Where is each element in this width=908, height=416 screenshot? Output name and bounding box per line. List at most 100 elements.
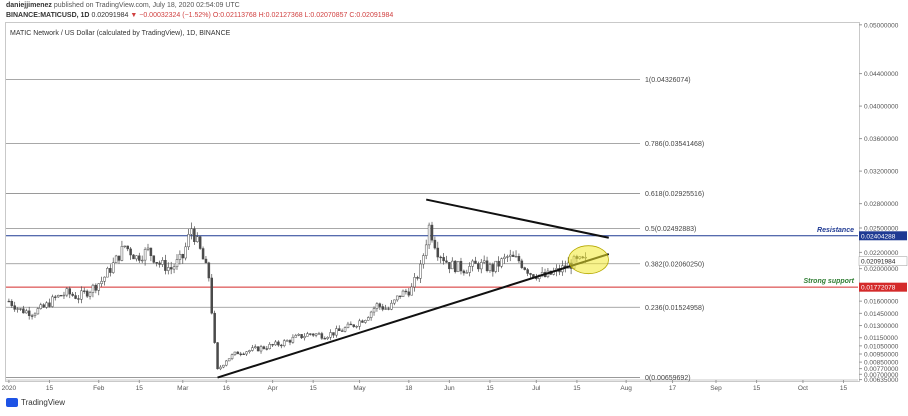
candle-body	[474, 260, 477, 264]
candle-body	[378, 303, 382, 307]
resistance-price-tag	[859, 231, 907, 241]
fib-level-label: 0.5(0.02492883)	[645, 226, 696, 233]
candle-body	[219, 366, 222, 370]
candle-body	[355, 326, 358, 328]
candle-body	[245, 351, 248, 355]
candle-body	[340, 330, 344, 332]
candle-body	[526, 269, 529, 274]
candle-body	[285, 340, 289, 342]
y-tick-label: 0.04400000	[864, 71, 899, 78]
author-name[interactable]: daniejjimenez	[6, 2, 52, 9]
candle-body	[314, 333, 318, 336]
candle-body	[349, 323, 353, 326]
candle-body	[352, 324, 356, 327]
candle-body	[514, 256, 518, 258]
candle-body	[135, 255, 138, 260]
y-tick-label: 0.00635000	[864, 377, 899, 384]
candle-body	[433, 239, 437, 249]
candle-body	[477, 263, 480, 270]
candle-body	[94, 284, 98, 291]
candle-body	[54, 296, 57, 298]
candle-body	[395, 295, 399, 301]
candle-body	[439, 256, 442, 259]
candle-body	[445, 260, 448, 263]
x-tick-label: 15	[573, 385, 581, 392]
candle-body	[51, 296, 54, 307]
candle-body	[494, 260, 498, 272]
candle-body	[442, 257, 445, 262]
x-tick-label: Feb	[93, 385, 105, 392]
candle-body	[393, 299, 396, 304]
candle-body	[161, 260, 164, 265]
candle-body	[80, 290, 83, 300]
trendline-falling	[425, 198, 609, 239]
candle-body	[282, 340, 286, 346]
candle-body	[500, 258, 503, 267]
candle-body	[207, 262, 211, 279]
x-tick-label: 15	[753, 385, 761, 392]
candle-body	[306, 333, 309, 337]
candle-body	[100, 281, 103, 284]
candle-body	[19, 308, 22, 310]
candle-body	[410, 286, 413, 296]
candle-body	[361, 320, 364, 323]
candle-body	[303, 336, 306, 339]
candle-body	[178, 253, 182, 260]
candle-body	[126, 245, 129, 250]
chart-frame	[5, 22, 860, 382]
candle-body	[155, 262, 158, 264]
candle-body	[256, 346, 260, 352]
x-tick-label: Apr	[268, 385, 279, 392]
y-tick-label: 0.04000000	[864, 104, 899, 111]
candle-body	[291, 336, 295, 343]
y-tick-label: 0.05000000	[864, 22, 899, 29]
resistance-label: Resistance	[817, 227, 854, 234]
candle-body	[317, 333, 321, 335]
candle-body	[268, 344, 271, 349]
candle-body	[427, 224, 431, 246]
candle-body	[45, 302, 48, 308]
x-tick-label: 18	[405, 385, 413, 392]
candle-body	[10, 300, 14, 306]
candle-body	[175, 259, 179, 268]
tradingview-logo[interactable]: TradingView	[6, 398, 65, 407]
fib-level-label: 0(0.00659692)	[645, 375, 691, 382]
candle-body	[488, 264, 492, 272]
candle-body	[56, 295, 60, 298]
candle-body	[468, 266, 471, 273]
support-price-label: 0.01772078	[861, 285, 896, 292]
candle-body	[59, 295, 63, 297]
y-tick-label: 0.03600000	[864, 136, 899, 143]
candle-body	[123, 245, 127, 248]
chart-title: MATIC Network / US Dollar (calculated by…	[10, 30, 231, 37]
candle-body	[280, 344, 283, 347]
symbol-label: BINANCE:MATICUSD, 1D	[6, 12, 90, 19]
candle-body	[71, 293, 74, 296]
candle-body	[88, 292, 92, 297]
candle-body	[422, 255, 425, 265]
candle-body	[416, 277, 419, 279]
resistance-price-label: 0.02404288	[861, 233, 896, 240]
publish-info: daniejjimenez published on TradingView.c…	[6, 2, 240, 9]
candle-body	[129, 248, 132, 256]
candle-body	[277, 341, 280, 346]
y-tick-label: 0.03200000	[864, 169, 899, 176]
candle-body	[36, 308, 40, 315]
candle-body	[288, 340, 292, 343]
y-tick-label: 0.01600000	[864, 299, 899, 306]
candle-body	[448, 262, 451, 270]
candle-body	[109, 268, 112, 273]
candle-body	[91, 284, 95, 293]
candle-body	[259, 346, 263, 352]
candle-body	[181, 253, 185, 259]
candle-body	[401, 290, 405, 297]
candle-body	[398, 295, 402, 297]
candle-body	[39, 304, 43, 309]
candle-body	[485, 260, 489, 272]
candle-body	[369, 311, 373, 318]
candle-body	[459, 261, 463, 272]
candle-body	[111, 262, 115, 273]
candle-body	[138, 255, 141, 261]
fib-level-label: 0.382(0.02060250)	[645, 261, 704, 268]
